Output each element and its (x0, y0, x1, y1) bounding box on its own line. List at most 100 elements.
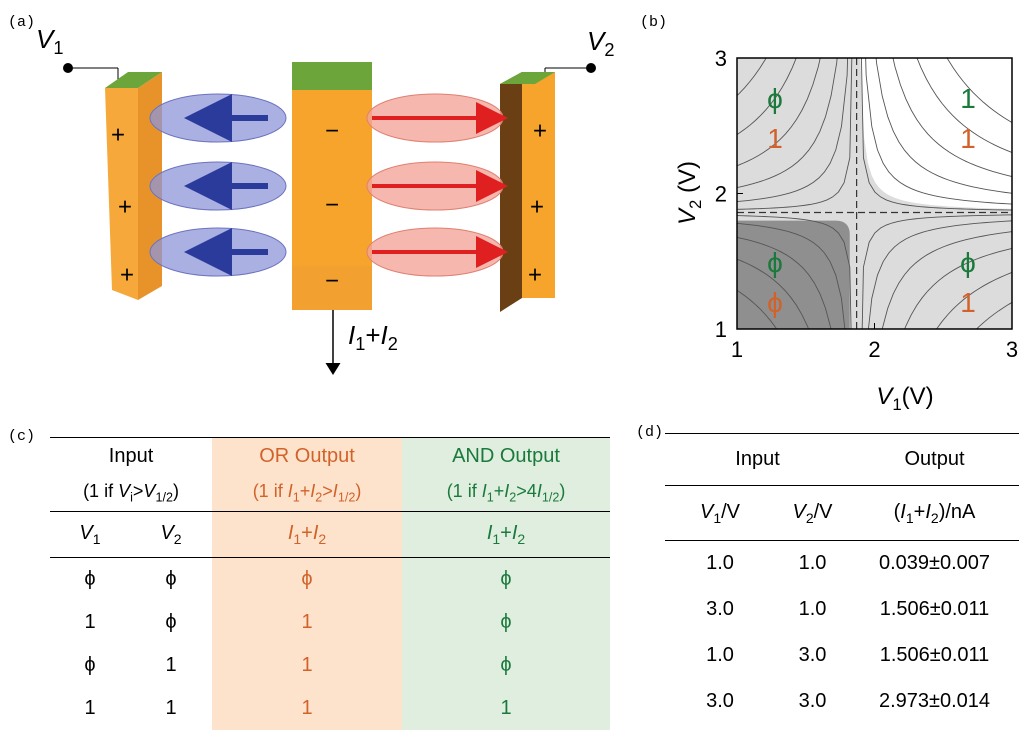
text-part: >4 (516, 481, 537, 501)
text-part: V (792, 501, 805, 523)
table-cell: ϕ (402, 644, 610, 687)
text-part: ) (173, 481, 179, 501)
table-cell: ϕ (130, 558, 212, 601)
text-part: 2 (174, 531, 182, 547)
table-cell: 1.0 (775, 587, 850, 633)
text-part: > (133, 481, 144, 501)
text-part: 1 (293, 491, 300, 505)
table-cell: 1 (402, 687, 610, 730)
y-axis-label: V2 (V) (674, 161, 705, 225)
table-cell: 3.0 (665, 679, 775, 725)
voltage-label: V1 (36, 24, 63, 58)
text-part: 2 (931, 510, 939, 526)
voltage-label: V2 (587, 26, 614, 60)
x-tick-label: 3 (1006, 337, 1018, 362)
table-row: ϕ11ϕ (50, 644, 610, 687)
text-part: /V (721, 501, 740, 523)
condition: (1 if Vi>V1/2) (50, 476, 212, 512)
text-part: 1 (293, 531, 301, 547)
charge-sign: + (533, 117, 547, 144)
quadrant-label: 1 (960, 83, 976, 114)
x-axis-label: V1(V) (876, 383, 933, 414)
group-header: Input (665, 434, 850, 486)
table-cell: 1 (130, 687, 212, 730)
table-cell: 1 (212, 687, 402, 730)
text-part: /V (814, 501, 833, 523)
text-part: + (365, 320, 380, 350)
panels-ab: (a) (b) V1 V2 I1+I2 +++−−−+++123123V1(V)… (0, 0, 1019, 425)
charge-sign: − (325, 191, 339, 218)
charge-sign: + (118, 193, 132, 220)
text-part: 2 (517, 531, 525, 547)
charge-sign: + (530, 193, 544, 220)
quadrant-label: 1 (960, 123, 976, 154)
column-header: I1+I2 (212, 512, 402, 558)
text-part: 2 (686, 200, 705, 209)
text-part: )/nA (939, 501, 976, 523)
column-header: V1 (50, 512, 130, 558)
column-header: (I1+I2)/nA (850, 486, 1019, 541)
text-part: 1 (487, 491, 494, 505)
text-part: 1 (892, 395, 901, 414)
x-tick-label: 2 (868, 337, 880, 362)
table-cell: ϕ (212, 558, 402, 601)
text-part: 1 (713, 510, 721, 526)
column-header: V2/V (775, 486, 850, 541)
text-part: V (118, 481, 130, 501)
text-part: + (300, 481, 311, 501)
quadrant-label: ϕ (767, 83, 783, 114)
table-cell: ϕ (50, 644, 130, 687)
charge-sign: + (528, 261, 542, 288)
text-part: 1 (355, 334, 365, 354)
text-part: 2 (388, 334, 398, 354)
table-cell: 1 (50, 601, 130, 644)
current-label: I1+I2 (348, 320, 398, 354)
group-header: OR Output (212, 438, 402, 476)
text-part: V (79, 522, 92, 544)
text-part: 1/2 (155, 491, 173, 505)
dark-region (737, 221, 850, 329)
text-part: (1 if (447, 481, 482, 501)
table-row: 1.01.00.039±0.007 (665, 541, 1019, 587)
column-header: V1/V (665, 486, 775, 541)
text-part: > (322, 481, 333, 501)
table-cell: 1.0 (665, 541, 775, 587)
text-part: V (160, 522, 173, 544)
text-part: + (914, 501, 926, 523)
y-tick-label: 2 (715, 182, 727, 207)
panel-label: (c) (8, 428, 35, 445)
panel-label: (a) (8, 14, 35, 31)
table-row: 3.03.02.973±0.014 (665, 679, 1019, 725)
text-part: 1 (492, 531, 500, 547)
text-part: 2 (318, 531, 326, 547)
table-cell: 3.0 (775, 679, 850, 725)
column-header: I1+I2 (402, 512, 610, 558)
table-cell: 0.039±0.007 (850, 541, 1019, 587)
table-cell: ϕ (130, 601, 212, 644)
x-tick-label: 1 (731, 337, 743, 362)
text-part: 1 (53, 38, 63, 58)
group-header: Input (50, 438, 212, 476)
text-part: 1/2 (542, 491, 560, 505)
text-part: 1 (906, 510, 914, 526)
text-part: (V) (902, 383, 934, 410)
table-cell: 3.0 (775, 633, 850, 679)
condition: (1 if I1+I2>4I1/2) (402, 476, 610, 512)
quadrant-label: ϕ (960, 247, 976, 278)
quadrant-label: ϕ (767, 247, 783, 278)
text-part: ) (559, 481, 565, 501)
table-cell: ϕ (402, 601, 610, 644)
group-header: AND Output (402, 438, 610, 476)
text-part: + (301, 522, 313, 544)
table-cell: 1 (212, 644, 402, 687)
charge-sign: + (111, 121, 125, 148)
table-cell: 3.0 (665, 587, 775, 633)
y-tick-label: 1 (715, 317, 727, 342)
table-cell: 1 (50, 687, 130, 730)
